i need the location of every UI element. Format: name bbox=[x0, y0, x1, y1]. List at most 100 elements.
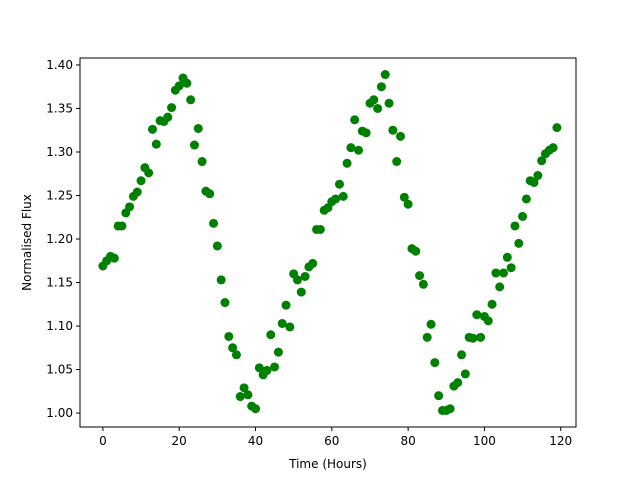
data-point bbox=[495, 282, 505, 292]
data-point bbox=[418, 279, 428, 289]
data-point bbox=[292, 275, 302, 285]
data-point bbox=[331, 194, 341, 204]
y-tick-label: 1.05 bbox=[46, 363, 73, 377]
data-point bbox=[361, 128, 371, 138]
data-point bbox=[346, 143, 356, 153]
data-point bbox=[434, 391, 444, 401]
data-point bbox=[392, 157, 402, 167]
data-point bbox=[186, 95, 196, 105]
data-point bbox=[136, 176, 146, 186]
data-point bbox=[502, 252, 512, 262]
y-tick-label: 1.00 bbox=[46, 406, 73, 420]
y-axis-label: Normalised Flux bbox=[20, 194, 34, 291]
data-point bbox=[216, 275, 226, 285]
data-point bbox=[537, 156, 547, 166]
data-point bbox=[147, 124, 157, 134]
data-point bbox=[426, 319, 436, 329]
data-point bbox=[373, 103, 383, 113]
data-point bbox=[521, 194, 531, 204]
data-point bbox=[174, 81, 184, 91]
x-tick-label: 60 bbox=[324, 434, 339, 448]
data-point bbox=[415, 271, 425, 281]
data-point bbox=[163, 112, 173, 122]
data-point bbox=[285, 322, 295, 332]
data-point bbox=[239, 383, 249, 393]
x-tick-label: 20 bbox=[172, 434, 187, 448]
data-point bbox=[388, 125, 398, 135]
data-point bbox=[430, 358, 440, 368]
data-point bbox=[369, 95, 379, 105]
data-point bbox=[205, 189, 215, 199]
data-point bbox=[350, 115, 360, 125]
data-point bbox=[499, 268, 509, 278]
data-point bbox=[376, 82, 386, 92]
data-point bbox=[117, 221, 127, 231]
data-point bbox=[300, 271, 310, 281]
data-point bbox=[552, 123, 562, 133]
y-tick-label: 1.20 bbox=[46, 232, 73, 246]
data-point bbox=[235, 392, 245, 402]
data-point bbox=[510, 221, 520, 231]
data-point bbox=[468, 333, 478, 343]
data-point bbox=[472, 310, 482, 320]
data-point bbox=[144, 168, 154, 178]
data-point bbox=[342, 158, 352, 168]
data-point bbox=[224, 331, 234, 341]
data-point bbox=[277, 318, 287, 328]
data-point bbox=[151, 139, 161, 149]
data-point bbox=[476, 332, 486, 342]
data-point bbox=[231, 350, 241, 360]
data-point bbox=[483, 316, 493, 326]
y-tick-label: 1.10 bbox=[46, 319, 73, 333]
data-point bbox=[338, 191, 348, 201]
data-point bbox=[167, 103, 177, 113]
data-point bbox=[109, 253, 119, 263]
data-point bbox=[254, 363, 264, 373]
y-axis: 1.00 1.05 1.10 1.15 1.20 1.25 1.30 1.35 1.40 bbox=[46, 58, 80, 420]
x-tick-label: 40 bbox=[248, 434, 263, 448]
data-point bbox=[125, 202, 135, 212]
data-point bbox=[487, 299, 497, 309]
data-point bbox=[548, 143, 558, 153]
data-point bbox=[243, 390, 253, 400]
data-point bbox=[262, 365, 272, 375]
data-point bbox=[460, 369, 470, 379]
data-point bbox=[308, 258, 318, 268]
data-point bbox=[445, 404, 455, 414]
data-point bbox=[182, 78, 192, 88]
data-point bbox=[270, 362, 280, 372]
data-point bbox=[281, 300, 291, 310]
data-point bbox=[491, 268, 501, 278]
data-point bbox=[251, 404, 261, 414]
data-point bbox=[529, 177, 539, 187]
data-point bbox=[132, 187, 142, 197]
data-point bbox=[533, 170, 543, 180]
data-point bbox=[395, 131, 405, 141]
data-point bbox=[399, 192, 409, 202]
data-point bbox=[273, 347, 283, 357]
y-tick-label: 1.30 bbox=[46, 145, 73, 159]
y-tick-label: 1.15 bbox=[46, 276, 73, 290]
data-point bbox=[220, 298, 230, 308]
x-tick-label: 100 bbox=[473, 434, 496, 448]
data-point bbox=[384, 98, 394, 108]
data-point bbox=[453, 378, 463, 388]
data-point bbox=[228, 343, 238, 353]
data-point bbox=[422, 332, 432, 342]
y-tick-label: 1.40 bbox=[46, 58, 73, 72]
data-point bbox=[212, 241, 222, 251]
x-axis-label: Time (Hours) bbox=[288, 457, 367, 471]
x-tick-label: 120 bbox=[549, 434, 572, 448]
x-tick-label: 0 bbox=[99, 434, 107, 448]
data-point bbox=[403, 199, 413, 209]
data-point bbox=[514, 238, 524, 248]
data-point bbox=[197, 157, 207, 167]
x-tick-label: 80 bbox=[400, 434, 415, 448]
data-point bbox=[193, 123, 203, 133]
data-point bbox=[334, 179, 344, 189]
data-point bbox=[209, 218, 219, 228]
data-point bbox=[315, 224, 325, 234]
data-point bbox=[518, 211, 528, 221]
data-points bbox=[98, 70, 562, 415]
